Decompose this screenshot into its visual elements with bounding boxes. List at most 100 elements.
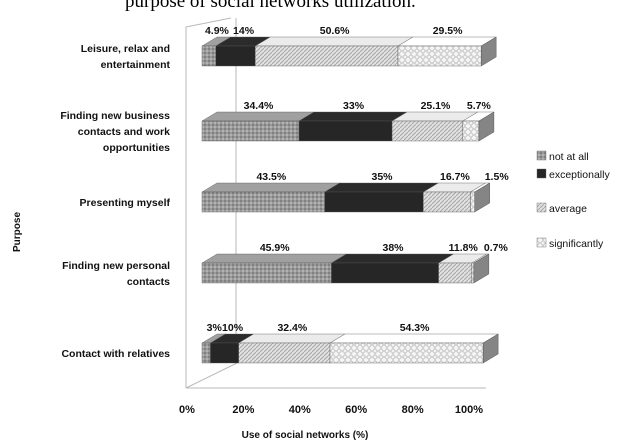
bar-front-face — [238, 342, 331, 364]
bar-segment-average — [437, 253, 488, 284]
bar-end-face — [478, 111, 495, 142]
bar-segment-average — [237, 333, 346, 364]
data-label: 10% — [222, 322, 244, 334]
legend-item-exceptionally: exceptionally — [536, 168, 610, 181]
bar-top-face — [201, 182, 341, 193]
floor-edge — [185, 362, 238, 389]
legend-swatch — [536, 202, 547, 213]
bar-end-face — [474, 182, 490, 213]
bar-top-face — [323, 182, 440, 193]
data-label: 38% — [383, 242, 405, 254]
data-label: 25.1% — [421, 100, 451, 112]
data-label: 32.4% — [277, 322, 307, 334]
data-labels-layer: 4.9% 14% 50.6% 29.5% 34.4% 33% 25.1% 5.7% 43.5% 3… — [205, 25, 509, 334]
bar-front-face — [462, 120, 480, 142]
bar-front-face — [397, 45, 482, 67]
legend-label: average — [549, 203, 587, 215]
bar-segment-significantly — [462, 111, 495, 142]
wall-top-edge — [185, 17, 232, 28]
bar-segment-exceptionally — [323, 182, 440, 213]
bar-segment-significantly — [397, 36, 497, 67]
bar-front-face — [201, 45, 217, 67]
bar-front-face — [298, 120, 393, 142]
bar-front-face — [201, 120, 300, 142]
bar-end-face — [482, 333, 499, 364]
legend-swatch — [536, 168, 547, 179]
category-label: Finding new personal — [62, 260, 170, 272]
data-label: 29.5% — [433, 25, 463, 37]
legend: not at all exceptionally average significan… — [536, 150, 610, 250]
caption-fragment: purpose of social networks utilization. — [125, 0, 416, 12]
data-label: 5.7% — [467, 100, 492, 112]
category-label: Contact with relatives — [61, 348, 170, 360]
bar-end-face — [480, 36, 497, 67]
bar-front-face — [391, 120, 464, 142]
x-tick-label: 100% — [455, 404, 483, 416]
legend-label: significantly — [549, 238, 604, 250]
bars-layer — [201, 36, 499, 364]
data-label: 16.7% — [440, 171, 470, 183]
bar-segment-not-at-all — [201, 182, 341, 213]
bar-front-face — [470, 191, 475, 213]
legend-label: exceptionally — [549, 169, 610, 181]
legend-label: not at all — [549, 151, 589, 163]
bar-top-face — [397, 36, 497, 47]
data-label: 43.5% — [256, 171, 286, 183]
bar-front-face — [471, 262, 475, 284]
bar-front-face — [255, 45, 399, 67]
legend-item-significantly: significantly — [536, 237, 604, 250]
bar-segment-exceptionally — [330, 253, 455, 284]
bar-front-face — [438, 262, 473, 284]
category-label: opportunities — [103, 142, 170, 154]
bar-front-face — [210, 342, 239, 364]
bar-segment-average — [391, 111, 479, 142]
bar-top-face — [254, 36, 414, 47]
category-label: Presenting myself — [80, 197, 171, 209]
bar-front-face — [331, 262, 439, 284]
bar-front-face — [329, 342, 484, 364]
category-label: entertainment — [101, 59, 171, 71]
x-axis-title: Use of social networks (%) — [242, 430, 369, 441]
data-label: 14% — [233, 25, 255, 37]
bar-segment-average — [422, 182, 487, 213]
legend-swatch — [536, 237, 547, 248]
bar-segment-exceptionally — [298, 111, 408, 142]
bar-top-face — [201, 111, 315, 122]
x-tick-label: 60% — [345, 404, 367, 416]
x-tick-label: 20% — [232, 404, 254, 416]
bar-top-face — [201, 253, 348, 264]
data-label: 34.4% — [244, 100, 274, 112]
category-label: contacts — [127, 276, 170, 288]
category-label: Leisure, relax and — [81, 43, 170, 55]
bar-top-face — [329, 333, 499, 344]
data-label: 50.6% — [320, 25, 350, 37]
x-tick-label: 0% — [179, 404, 195, 416]
data-label: 11.8% — [449, 242, 479, 254]
data-label: 0.7% — [484, 242, 509, 254]
bar-segment-not-at-all — [201, 36, 232, 67]
category-label: Finding new business — [60, 110, 170, 122]
data-label: 33% — [343, 100, 365, 112]
bar-segment-not-at-all — [201, 111, 315, 142]
data-label: 45.9% — [260, 242, 290, 254]
y-axis-title: Purpose — [12, 212, 23, 252]
data-label: 54.3% — [400, 322, 430, 334]
bar-top-face — [298, 111, 408, 122]
category-label: contacts and work — [78, 126, 170, 138]
x-tick-label: 80% — [402, 404, 424, 416]
bar-front-face — [324, 191, 424, 213]
legend-item-not-at-all: not at all — [536, 150, 589, 163]
x-axis-ticks: 0% 20% 40% 60% 80% 100% — [179, 404, 483, 416]
bar-top-face — [237, 333, 346, 344]
data-label: 4.9% — [205, 25, 230, 37]
legend-item-average: average — [536, 202, 587, 215]
bar-segment-average — [254, 36, 414, 67]
bar-front-face — [201, 191, 325, 213]
bar-top-face — [330, 253, 455, 264]
bar-segment-significantly — [329, 333, 499, 364]
data-label: 1.5% — [485, 171, 510, 183]
bar-front-face — [423, 191, 471, 213]
data-label: 3% — [207, 322, 223, 334]
bar-front-face — [201, 262, 332, 284]
